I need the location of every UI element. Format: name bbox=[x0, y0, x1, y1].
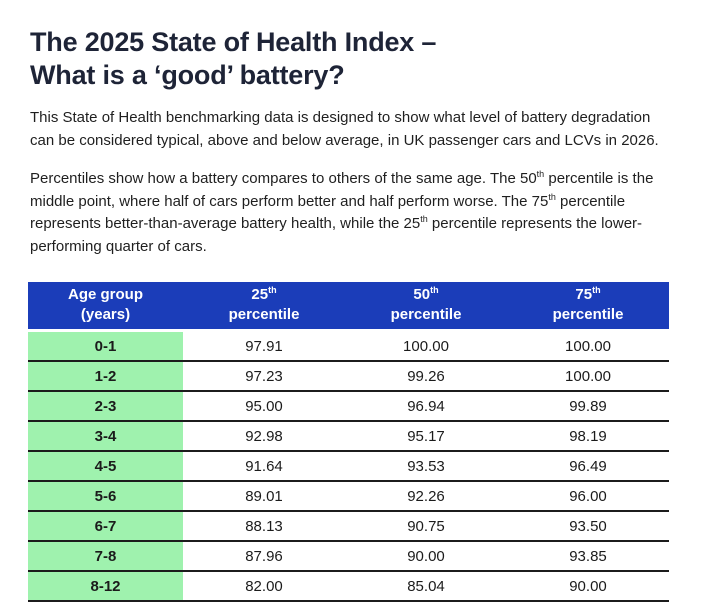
table-row: 3-4 92.98 95.17 98.19 bbox=[28, 421, 669, 452]
header-75-num: 75 bbox=[575, 286, 593, 303]
age-cell: 6-7 bbox=[28, 511, 183, 542]
age-cell: 3-4 bbox=[28, 421, 183, 452]
p75-cell: 98.19 bbox=[507, 421, 669, 452]
p25-cell: 91.64 bbox=[183, 451, 345, 482]
p75-cell: 93.50 bbox=[507, 511, 669, 542]
header-50-sup: th bbox=[430, 285, 439, 295]
p75-cell: 96.49 bbox=[507, 451, 669, 482]
table-header: Age group (years) 25th percentile 50th per… bbox=[28, 282, 669, 332]
age-cell: 8-12 bbox=[28, 571, 183, 602]
header-75th-percentile: 75th percentile bbox=[507, 282, 669, 332]
p75-cell: 100.00 bbox=[507, 361, 669, 392]
ordinal-sup-50th: th bbox=[536, 169, 545, 179]
age-cell: 5-6 bbox=[28, 481, 183, 512]
p25-cell: 97.91 bbox=[183, 330, 345, 362]
table-row: 0-1 97.91 100.00 100.00 bbox=[28, 330, 669, 362]
header-age-group: Age group (years) bbox=[28, 282, 183, 332]
header-75-sup: th bbox=[592, 285, 601, 295]
p25-cell: 82.00 bbox=[183, 571, 345, 602]
intro-paragraph: This State of Health benchmarking data i… bbox=[30, 109, 659, 149]
p50-cell: 96.94 bbox=[345, 391, 507, 422]
percentiles-text-2: percentile is the middle point, where ha… bbox=[30, 170, 654, 210]
percentiles-paragraph: Percentiles show how a battery compares … bbox=[30, 168, 674, 258]
table-header-row: Age group (years) 25th percentile 50th per… bbox=[28, 282, 669, 332]
table-row: 8-12 82.00 85.04 90.00 bbox=[28, 571, 669, 602]
p75-cell: 99.89 bbox=[507, 391, 669, 422]
p25-cell: 87.96 bbox=[183, 541, 345, 572]
p75-cell: 93.85 bbox=[507, 541, 669, 572]
p50-cell: 93.53 bbox=[345, 451, 507, 482]
p50-cell: 92.26 bbox=[345, 481, 507, 512]
ordinal-sup-75th: th bbox=[548, 191, 556, 202]
p75-cell: 96.00 bbox=[507, 481, 669, 512]
percentiles-text-4: percentile represents the lower-performi… bbox=[30, 215, 643, 255]
header-25-label: percentile bbox=[228, 306, 300, 323]
page-title-line2: What is a ‘good’ battery? bbox=[30, 60, 345, 90]
p25-cell: 92.98 bbox=[183, 421, 345, 452]
table-row: 5-6 89.01 92.26 96.00 bbox=[28, 481, 669, 512]
age-cell: 0-1 bbox=[28, 330, 183, 362]
table-row: 7-8 87.96 90.00 93.85 bbox=[28, 541, 669, 572]
p50-cell: 95.17 bbox=[345, 421, 507, 452]
p25-cell: 97.23 bbox=[183, 361, 345, 392]
age-cell: 2-3 bbox=[28, 391, 183, 422]
percentiles-text-1: Percentiles show how a battery compares … bbox=[30, 170, 537, 187]
p50-cell: 90.00 bbox=[345, 541, 507, 572]
age-cell: 4-5 bbox=[28, 451, 183, 482]
p25-cell: 88.13 bbox=[183, 511, 345, 542]
p50-cell: 85.04 bbox=[345, 571, 507, 602]
table-row: 4-5 91.64 93.53 96.49 bbox=[28, 451, 669, 482]
header-25-num: 25 bbox=[251, 286, 269, 303]
soh-percentile-table: Age group (years) 25th percentile 50th per… bbox=[28, 282, 669, 602]
table-body: 0-1 97.91 100.00 100.00 1-2 97.23 99.26 … bbox=[28, 330, 669, 602]
p50-cell: 90.75 bbox=[345, 511, 507, 542]
age-cell: 7-8 bbox=[28, 541, 183, 572]
page-title-line1: The 2025 State of Health Index – bbox=[30, 27, 437, 57]
table-row: 2-3 95.00 96.94 99.89 bbox=[28, 391, 669, 422]
age-cell: 1-2 bbox=[28, 361, 183, 392]
p75-cell: 100.00 bbox=[507, 330, 669, 362]
p75-cell: 90.00 bbox=[507, 571, 669, 602]
p50-cell: 100.00 bbox=[345, 330, 507, 362]
header-25-sup: th bbox=[268, 285, 277, 295]
percentiles-text-3: percentile represents better-than-averag… bbox=[30, 192, 626, 233]
header-50-label: percentile bbox=[390, 306, 462, 323]
table-row: 6-7 88.13 90.75 93.50 bbox=[28, 511, 669, 542]
header-50th-percentile: 50th percentile bbox=[345, 282, 507, 332]
header-50-num: 50 bbox=[413, 286, 431, 303]
p50-cell: 99.26 bbox=[345, 361, 507, 392]
ordinal-sup-25th: th bbox=[420, 214, 428, 224]
header-75-label: percentile bbox=[552, 306, 624, 323]
page-title: The 2025 State of Health Index – What is… bbox=[30, 26, 674, 92]
p25-cell: 95.00 bbox=[183, 391, 345, 422]
header-25th-percentile: 25th percentile bbox=[183, 282, 345, 332]
p25-cell: 89.01 bbox=[183, 481, 345, 512]
table-row: 1-2 97.23 99.26 100.00 bbox=[28, 361, 669, 392]
